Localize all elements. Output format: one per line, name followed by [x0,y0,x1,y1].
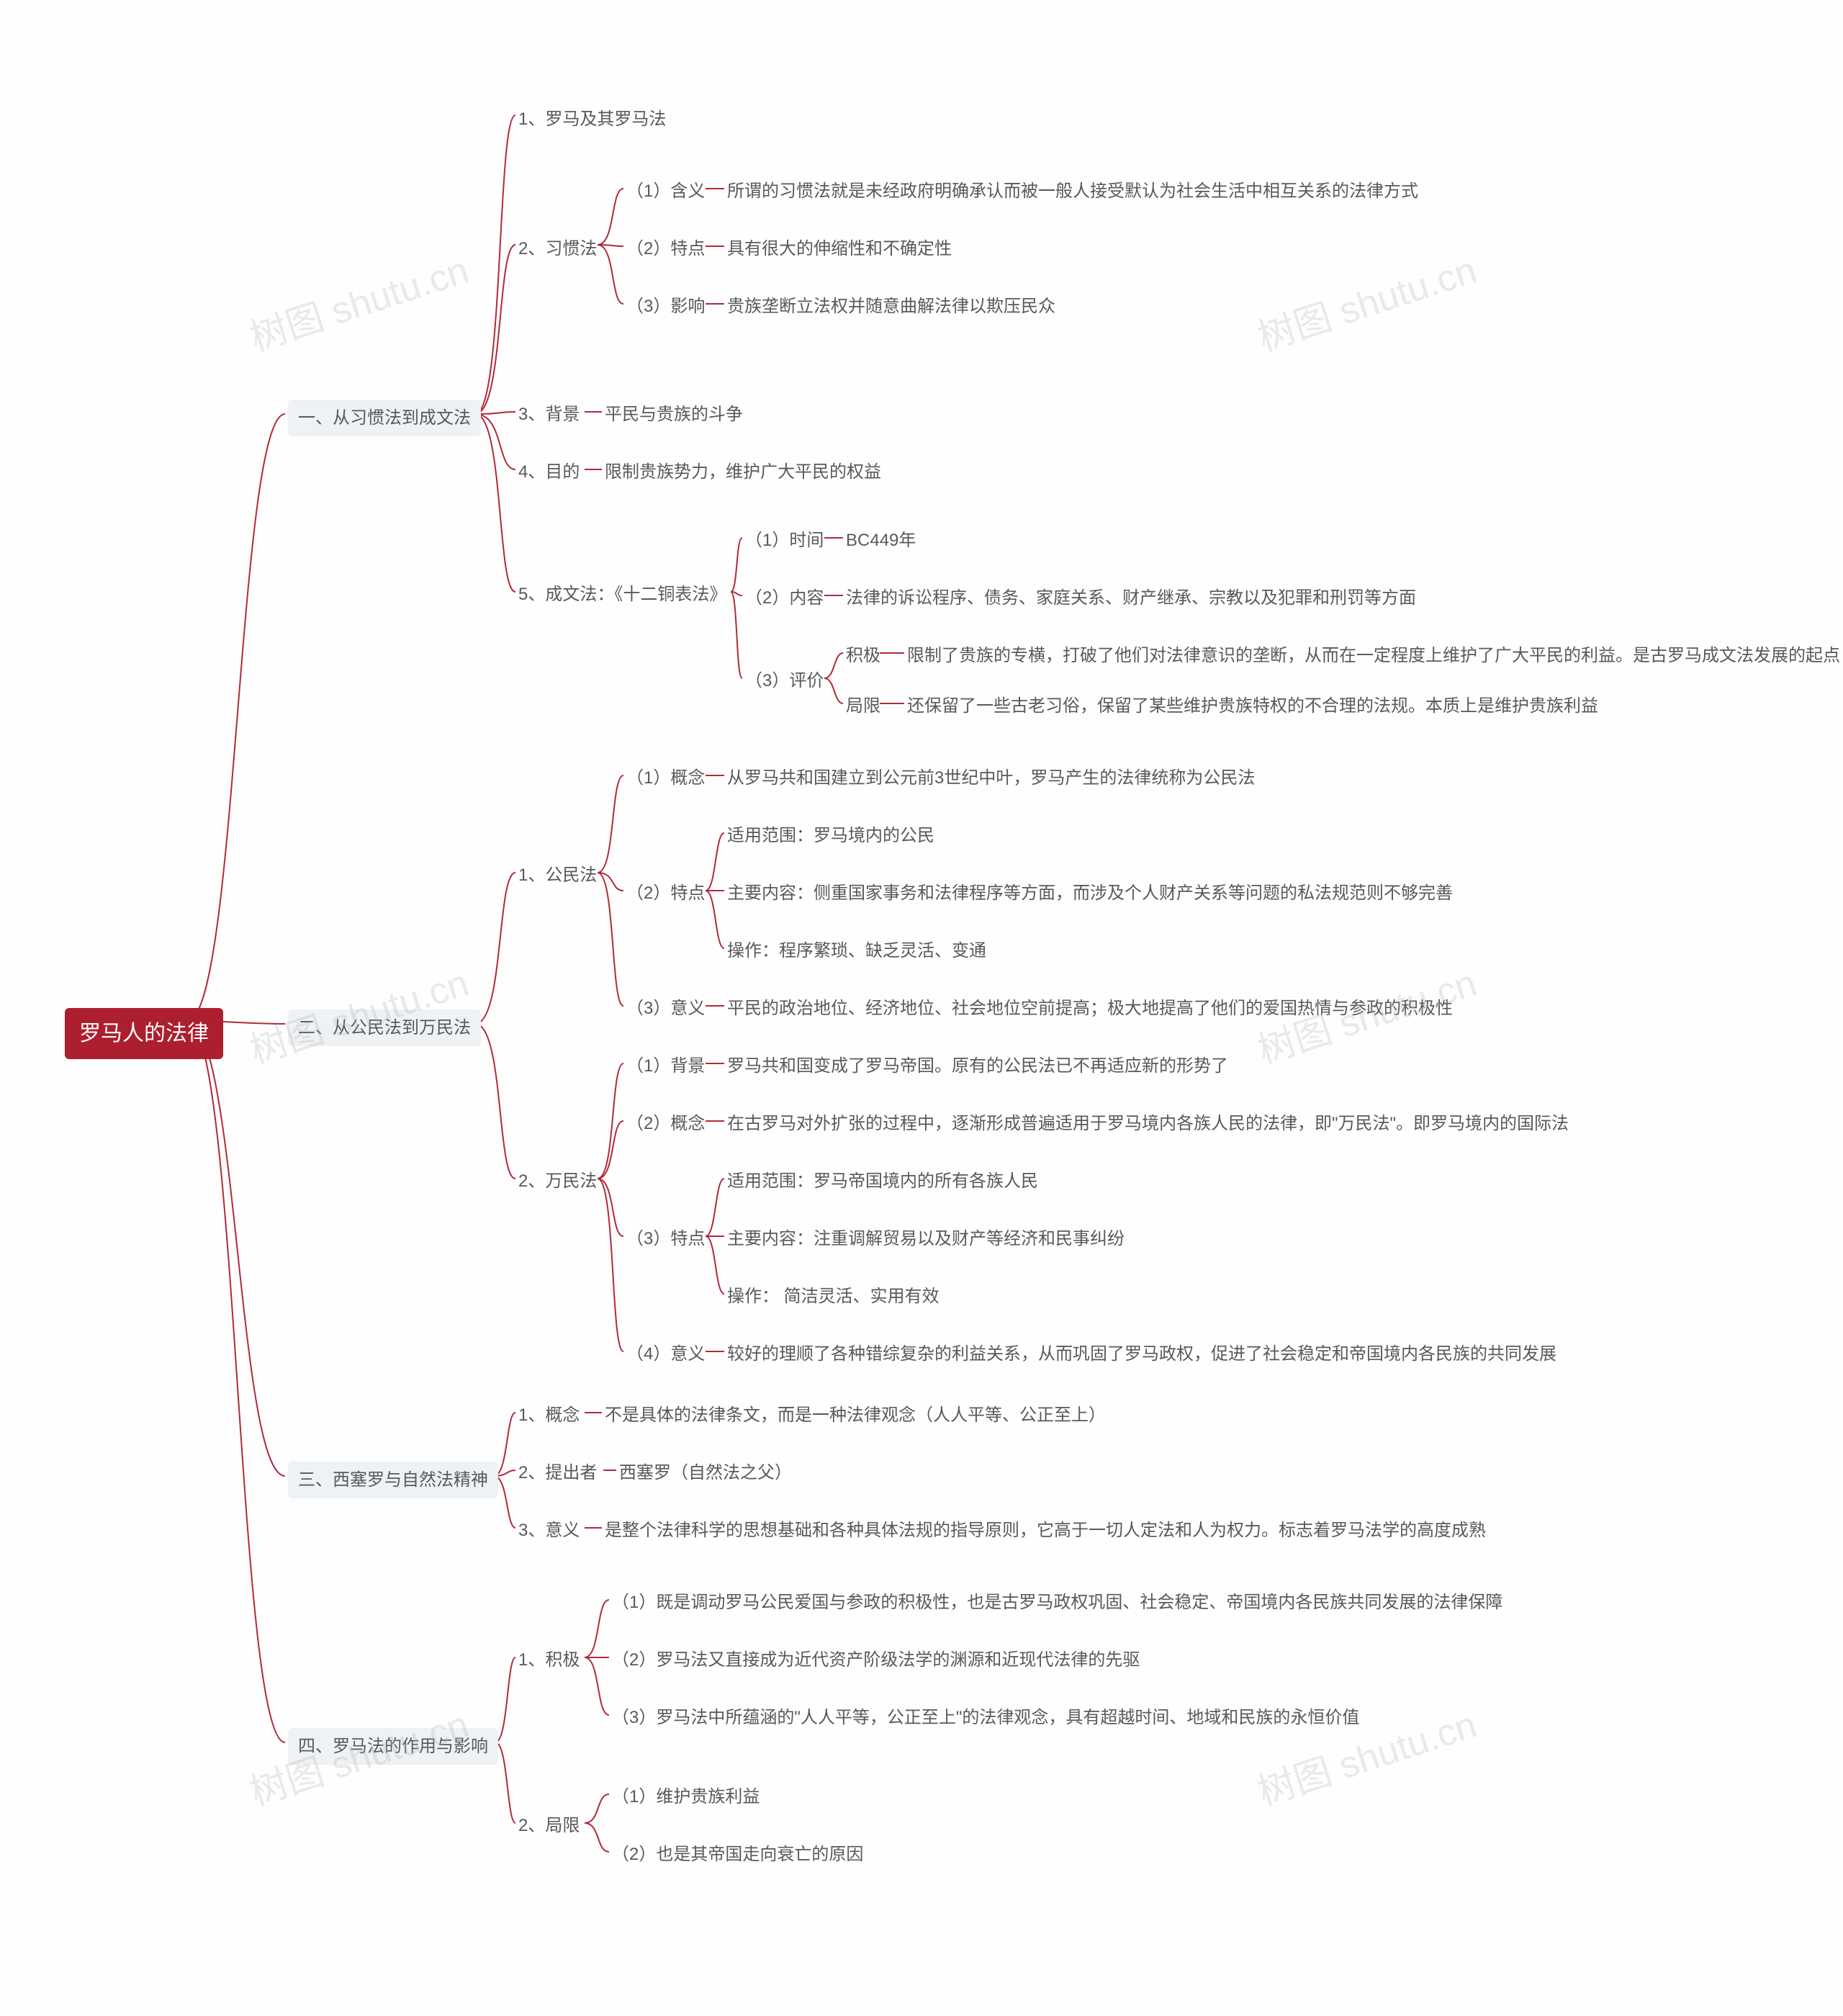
connector [585,1823,609,1852]
node-B2[interactable]: 2、万民法 [518,1170,597,1192]
node-B[interactable]: 二、从公民法到万民法 [288,1009,481,1046]
node-A5c1a[interactable]: 限制了贵族的专横，打破了他们对法律意识的垄断，从而在一定程度上维护了广大平民的利… [907,644,1840,667]
connector [731,538,742,592]
node-A[interactable]: 一、从习惯法到成文法 [288,400,481,436]
node-A5c1[interactable]: 积极 [846,644,880,667]
connector [187,414,285,1021]
connector [585,1600,609,1657]
node-C3[interactable]: 3、意义 [518,1519,580,1542]
node-B2c2[interactable]: 主要内容：注重调解贸易以及财产等经济和民事纠纷 [727,1228,1125,1250]
node-A5b[interactable]: （2）内容 [745,587,824,609]
node-C1[interactable]: 1、概念 [518,1404,580,1426]
node-C[interactable]: 三、西塞罗与自然法精神 [288,1462,498,1498]
connector [598,873,623,1006]
connector [187,1021,285,1476]
node-A2b1[interactable]: 具有很大的伸缩性和不确定性 [727,238,952,260]
node-A3a[interactable]: 平民与贵族的斗争 [605,403,743,426]
node-A2c1[interactable]: 贵族垄断立法权并随意曲解法律以欺压民众 [727,295,1055,318]
node-D1a[interactable]: （1）既是调动罗马公民爱国与参政的积极性，也是古罗马政权巩固、社会稳定、帝国境内… [612,1591,1502,1614]
node-D[interactable]: 四、罗马法的作用与影响 [288,1728,498,1765]
node-C1a[interactable]: 不是具体的法律条文，而是一种法律观念（人人平等、公正至上） [605,1404,1106,1426]
node-A2b[interactable]: （2）特点 [626,238,705,260]
node-A2[interactable]: 2、习惯法 [518,238,597,260]
node-A2a[interactable]: （1）含义 [626,180,705,202]
node-B1b1[interactable]: 适用范围：罗马境内的公民 [727,824,934,847]
connector [598,1179,623,1351]
node-D2b[interactable]: （2）也是其帝国走向衰亡的原因 [612,1843,863,1866]
node-D1[interactable]: 1、积极 [518,1649,580,1671]
node-D2a[interactable]: （1）维护贵族利益 [612,1786,760,1808]
connector [824,653,843,678]
node-B1c1[interactable]: 平民的政治地位、经济地位、社会地位空前提高；极大地提高了他们的爱国热情与参政的积… [727,997,1453,1020]
connector [598,775,623,873]
node-A5c2a[interactable]: 还保留了一些古老习俗，保留了某些维护贵族特权的不合理的法规。本质上是维护贵族利益 [907,695,1598,717]
node-D1b[interactable]: （2）罗马法又直接成为近代资产阶级法学的渊源和近现代法律的先驱 [612,1649,1140,1671]
node-C2[interactable]: 2、提出者 [518,1462,597,1484]
node-A5a1[interactable]: BC449年 [846,529,916,552]
node-A4a[interactable]: 限制贵族势力，维护广大平民的权益 [605,461,881,483]
node-B2c[interactable]: （3）特点 [626,1228,705,1250]
connector [187,1021,285,1742]
root-node[interactable]: 罗马人的法律 [65,1008,223,1059]
connector [475,115,515,414]
node-A5[interactable]: 5、成文法：《十二铜表法》 [518,583,726,606]
connector [475,412,515,414]
connector [598,189,623,245]
node-B2d[interactable]: （4）意义 [626,1343,705,1365]
node-B2a1[interactable]: 罗马共和国变成了罗马帝国。原有的公民法已不再适应新的形势了 [727,1055,1228,1077]
node-A4[interactable]: 4、目的 [518,461,580,483]
node-A5c2[interactable]: 局限 [846,695,880,717]
node-B1b[interactable]: （2）特点 [626,882,705,904]
connector [475,414,515,469]
connector [475,873,515,1024]
node-C2a[interactable]: 西塞罗（自然法之父） [619,1462,792,1484]
node-B1c[interactable]: （3）意义 [626,997,705,1020]
connector [585,1657,609,1715]
node-A3[interactable]: 3、背景 [518,403,580,426]
connector [495,1742,515,1823]
node-C3a[interactable]: 是整个法律科学的思想基础和各种具体法规的指导原则，它高于一切人定法和人为权力。标… [605,1519,1486,1542]
connector [706,891,724,948]
connector [585,1794,609,1823]
node-A2c[interactable]: （3）影响 [626,295,705,318]
node-D1c[interactable]: （3）罗马法中所蕴涵的"人人平等，公正至上"的法律观念，具有超越时间、地域和民族… [612,1706,1359,1729]
node-B2d1[interactable]: 较好的理顺了各种错综复杂的利益关系，从而巩固了罗马政权，促进了社会稳定和帝国境内… [727,1343,1556,1365]
node-D2[interactable]: 2、局限 [518,1814,580,1837]
connector [824,678,843,703]
connector [475,1024,515,1179]
connector [731,592,742,678]
node-A5b1[interactable]: 法律的诉讼程序、债务、家庭关系、财产继承、宗教以及犯罪和刑罚等方面 [846,587,1416,609]
node-B1a[interactable]: （1）概念 [626,767,705,789]
connector [475,414,515,592]
node-B2b[interactable]: （2）概念 [626,1112,705,1135]
connector [706,1179,724,1236]
node-B2b1[interactable]: 在古罗马对外扩张的过程中，逐渐形成普遍适用于罗马境内各族人民的法律，即"万民法"… [727,1112,1569,1135]
node-A5c[interactable]: （3）评价 [745,670,824,692]
node-A1[interactable]: 1、罗马及其罗马法 [518,108,666,130]
connector [706,833,724,891]
node-B1b2[interactable]: 主要内容：侧重国家事务和法律程序等方面，而涉及个人财产关系等问题的私法规范则不够… [727,882,1453,904]
connector [598,1179,623,1236]
node-B1[interactable]: 1、公民法 [518,864,597,886]
node-A2a1[interactable]: 所谓的习惯法就是未经政府明确承认而被一般人接受默认为社会生活中相互关系的法律方式 [727,180,1418,202]
node-B2c1[interactable]: 适用范围：罗马帝国境内的所有各族人民 [727,1170,1038,1192]
connector [495,1657,515,1742]
connector [706,1236,724,1294]
connector [598,245,623,304]
connector [598,1121,623,1179]
node-B2c3[interactable]: 操作： 简洁灵活、实用有效 [727,1285,939,1308]
node-B1b3[interactable]: 操作：程序繁琐、缺乏灵活、变通 [727,940,986,962]
node-A5a[interactable]: （1）时间 [745,529,824,552]
node-B1a1[interactable]: 从罗马共和国建立到公元前3世纪中叶，罗马产生的法律统称为公民法 [727,767,1255,789]
node-B2a[interactable]: （1）背景 [626,1055,705,1077]
